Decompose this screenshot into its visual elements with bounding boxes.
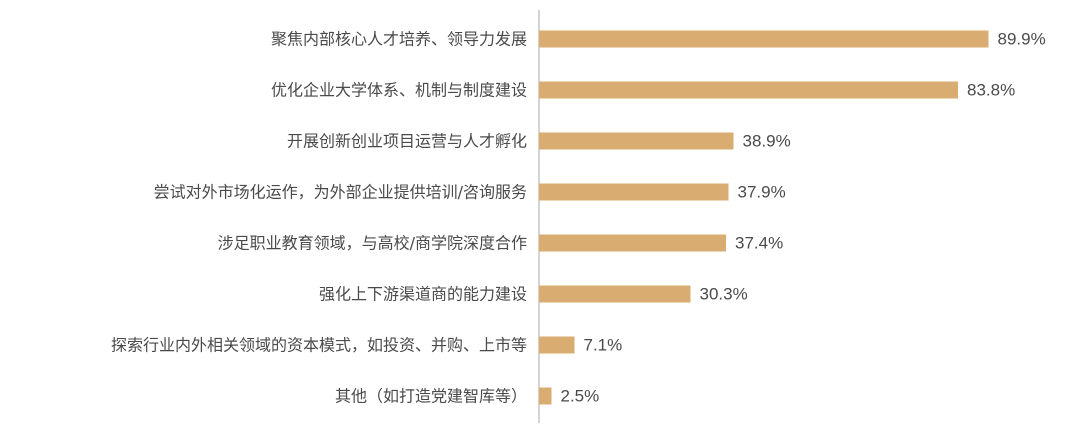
bar-1 [539, 30, 989, 48]
category-label-2: 优化企业大学体系、机制与制度建设 [271, 81, 527, 100]
value-label-1: 89.9% [998, 30, 1046, 49]
bar-5 [539, 234, 726, 252]
bar-2 [539, 81, 958, 99]
category-label-8: 其他（如打造党建智库等） [335, 387, 527, 406]
value-label-3: 38.9% [743, 132, 791, 151]
bar-3 [539, 132, 734, 150]
value-label-5: 37.4% [735, 234, 783, 253]
bars-group [539, 30, 989, 405]
value-label-7: 7.1% [584, 336, 623, 355]
value-labels-group: 89.9% 83.8% 38.9% 37.9% 37.4% 30.3% 7.1% 2.5% [561, 30, 1046, 406]
category-label-3: 开展创新创业项目运营与人才孵化 [287, 132, 527, 151]
value-label-8: 2.5% [561, 387, 600, 406]
value-label-4: 37.9% [738, 183, 786, 202]
category-label-5: 涉足职业教育领域，与高校/商学院深度合作 [218, 234, 527, 253]
category-label-1: 聚焦内部核心人才培养、领导力发展 [271, 30, 527, 49]
bar-6 [539, 285, 691, 303]
value-label-6: 30.3% [700, 285, 748, 304]
bar-7 [539, 336, 575, 354]
category-label-7: 探索行业内外相关领域的资本模式，如投资、并购、上市等 [111, 336, 527, 355]
category-label-4: 尝试对外市场化运作，为外部企业提供培训/咨询服务 [154, 183, 527, 202]
value-label-2: 83.8% [967, 81, 1015, 100]
category-labels-group: 聚焦内部核心人才培养、领导力发展优化企业大学体系、机制与制度建设开展创新创业项目… [111, 30, 527, 406]
bar-8 [539, 387, 552, 405]
bar-4 [539, 183, 729, 201]
category-label-6: 强化上下游渠道商的能力建设 [319, 285, 527, 304]
